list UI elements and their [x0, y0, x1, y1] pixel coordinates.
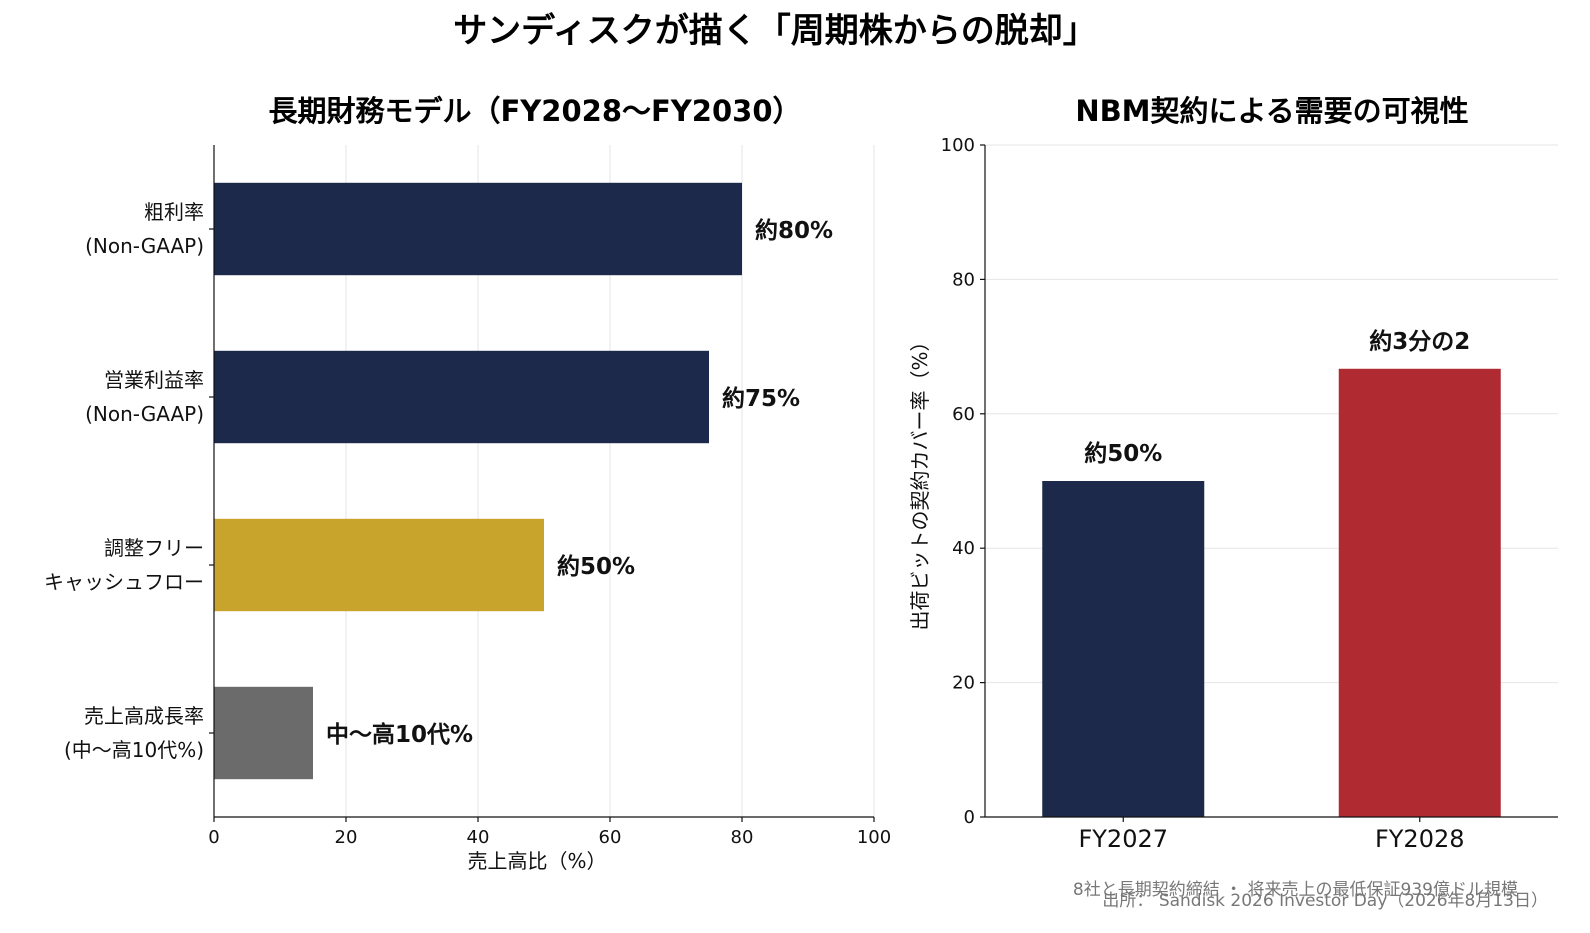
- right-chart-title: NBM契約による需要の可視性: [1075, 94, 1468, 128]
- left-bar: [214, 686, 313, 780]
- right-bar-value-label: 約50%: [1084, 440, 1162, 467]
- left-bar: [214, 350, 709, 444]
- left-category-label: (中〜高10代%): [64, 738, 204, 762]
- left-bar-value-label: 約75%: [722, 385, 800, 412]
- left-x-tick-label: 100: [857, 827, 891, 848]
- left-category-label: キャッシュフロー: [44, 570, 204, 594]
- right-data-labels: 約50% 約3分の2: [1084, 328, 1470, 467]
- right-y-tick-label: 0: [964, 807, 975, 828]
- left-x-axis-label: 売上高比（%）: [467, 849, 606, 873]
- right-y-axis-label: 出荷ビットの契約カバー率（%）: [908, 331, 932, 630]
- left-bar: [214, 518, 544, 612]
- left-data-labels: 約80% 約75% 約50% 中〜高10代%: [326, 217, 833, 748]
- left-bar-value-label: 約50%: [557, 553, 635, 580]
- left-category-label: 調整フリー: [104, 536, 204, 560]
- left-y-ticks: 粗利率 (Non-GAAP) 営業利益率 (Non-GAAP) 調整フリーキャッシュフロ…: [44, 200, 214, 762]
- right-category-label: FY2028: [1375, 825, 1465, 853]
- left-category-label: 売上高成長率: [84, 704, 204, 728]
- left-bar-value-label: 中〜高10代%: [326, 721, 473, 748]
- right-bar-value-label: 約3分の2: [1369, 328, 1470, 355]
- left-chart-title: 長期財務モデル（FY2028〜FY2030）: [268, 94, 801, 128]
- agreements-note: 8社と長期契約締結 ・ 将来売上の最低保証939億ドル規模: [1073, 880, 1518, 900]
- left-x-ticks: 0 20 40 60 80 100: [208, 817, 891, 848]
- left-x-tick-label: 20: [335, 827, 358, 848]
- left-bar: [214, 182, 742, 276]
- left-category-label: (Non-GAAP): [85, 402, 204, 426]
- right-y-tick-label: 20: [952, 673, 975, 694]
- right-bars: [1042, 368, 1501, 817]
- right-x-ticks: FY2027 FY2028: [1078, 817, 1465, 853]
- left-category-label: 営業利益率: [104, 368, 204, 392]
- right-bar: [1338, 368, 1501, 817]
- left-x-tick-label: 60: [599, 827, 622, 848]
- figure-title: サンディスクが描く「周期株からの脱却」: [453, 11, 1097, 51]
- right-chart: NBM契約による需要の可視性 約50% 約3分の2 0 20 40 60 80 100 FY…: [908, 94, 1558, 853]
- left-chart: 長期財務モデル（FY2028〜FY2030） 約80% 約75% 約50% 中〜高10…: [44, 94, 891, 873]
- left-bars: [214, 182, 742, 780]
- right-bar: [1042, 481, 1205, 817]
- source-note: 出所： Sandisk 2026 Investor Day（2026年8月13日…: [1102, 891, 1548, 911]
- right-y-tick-label: 60: [952, 404, 975, 425]
- right-category-label: FY2027: [1078, 825, 1168, 853]
- left-category-label: 粗利率: [144, 200, 204, 224]
- right-y-tick-label: 80: [952, 269, 975, 290]
- left-x-tick-label: 80: [731, 827, 754, 848]
- left-bar-value-label: 約80%: [755, 217, 833, 244]
- right-y-tick-label: 40: [952, 538, 975, 559]
- right-y-ticks: 0 20 40 60 80 100: [941, 135, 985, 828]
- left-category-label: (Non-GAAP): [85, 234, 204, 258]
- left-x-tick-label: 40: [467, 827, 490, 848]
- left-x-tick-label: 0: [208, 827, 219, 848]
- right-y-tick-label: 100: [941, 135, 975, 156]
